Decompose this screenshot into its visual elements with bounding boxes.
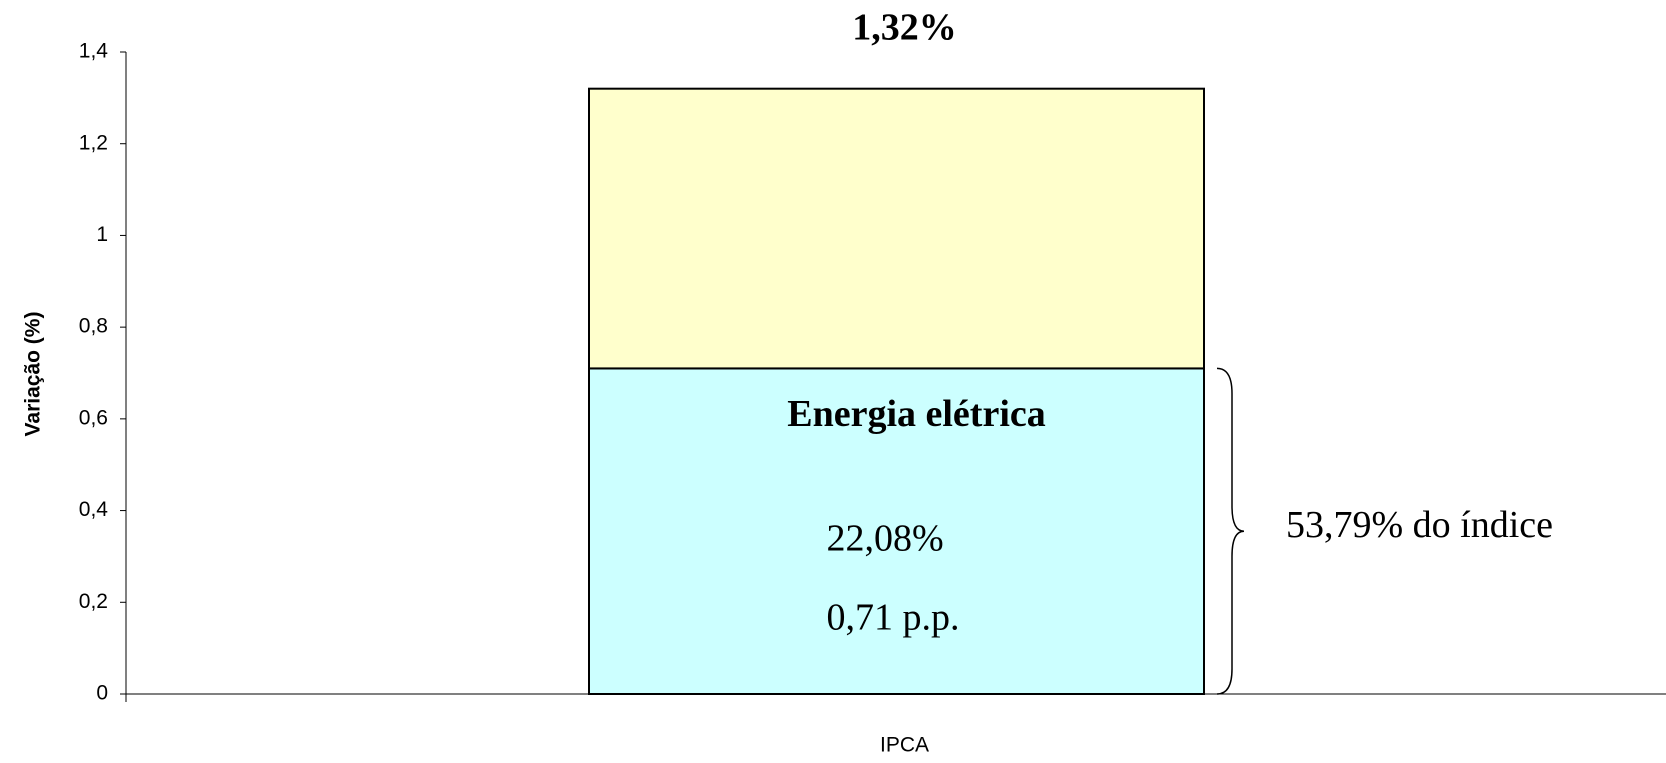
bar-segment (588, 87, 1205, 370)
annotation: 22,08% (827, 518, 944, 560)
y-tick-label: 0,6 (79, 406, 108, 429)
total-label: 1,32% (852, 6, 957, 48)
segment-name: Energia elétrica (787, 393, 1046, 435)
annotation: 53,79% do índice (1286, 504, 1553, 546)
y-axis-label: Variação (%) (22, 312, 45, 437)
y-tick-label: 0,2 (79, 590, 108, 613)
segment-label: 0,71 p.p. (827, 597, 960, 639)
y-tick-label: 0,8 (79, 315, 108, 338)
y-tick-label: 0,4 (79, 498, 109, 521)
y-tick-label: 1 (96, 223, 108, 246)
y-tick-label: 0 (96, 682, 108, 705)
y-tick-label: 1,2 (79, 131, 108, 154)
x-tick-label: IPCA (880, 734, 929, 757)
brace (1216, 367, 1245, 695)
y-tick-label: 1,4 (79, 40, 109, 63)
